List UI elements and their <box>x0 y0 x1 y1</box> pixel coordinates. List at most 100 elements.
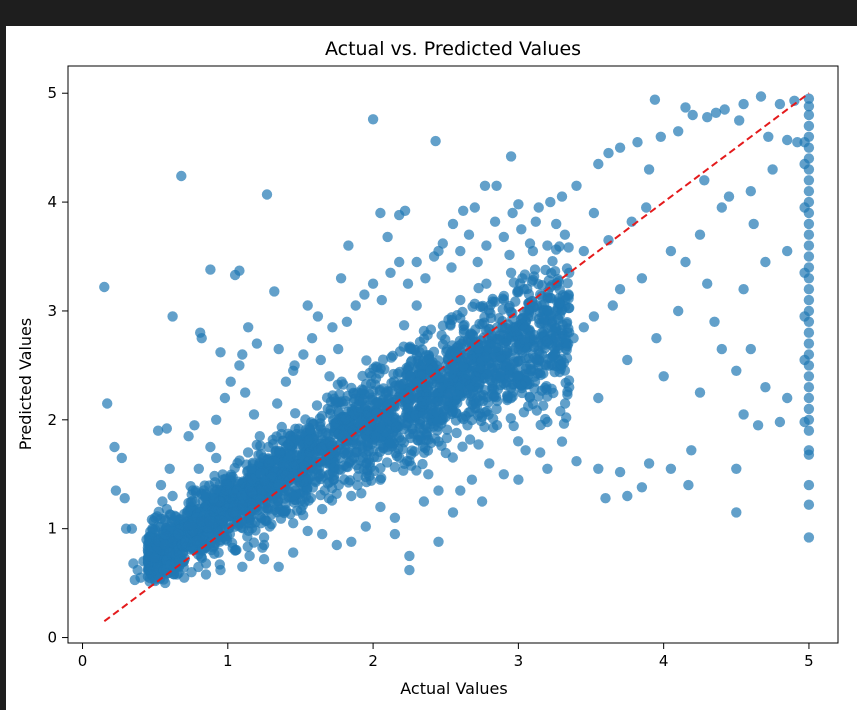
scatter-point <box>513 199 524 210</box>
scatter-point <box>315 354 326 366</box>
scatter-point <box>799 416 810 428</box>
scatter-point <box>428 251 440 262</box>
scatter-point <box>471 376 482 387</box>
scatter-point <box>447 507 459 518</box>
scatter-point <box>211 452 222 464</box>
scatter-point <box>473 410 484 421</box>
scatter-point <box>748 218 759 230</box>
scatter-point <box>236 516 247 527</box>
scatter-point <box>803 284 815 295</box>
scatter-point <box>665 245 677 257</box>
scatter-point <box>549 349 560 360</box>
scatter-point <box>242 541 253 552</box>
scatter-point <box>508 277 519 288</box>
scatter-point <box>132 564 143 576</box>
scatter-point <box>767 164 778 175</box>
scatter-point <box>731 507 742 518</box>
scatter-point <box>367 278 379 289</box>
scatter-point <box>381 457 393 468</box>
scatter-point <box>542 463 553 474</box>
scatter-point <box>215 564 226 576</box>
scatter-point <box>469 202 480 213</box>
scatter-point <box>563 302 574 314</box>
scatter-point <box>622 354 633 366</box>
x-tick-label: 1 <box>223 652 233 670</box>
scatter-point <box>752 420 764 431</box>
scatter-point <box>404 428 415 440</box>
scatter-point <box>505 151 517 162</box>
scatter-point <box>489 216 501 227</box>
scatter-point <box>738 98 749 110</box>
scatter-point <box>273 561 284 572</box>
scatter-point <box>745 186 756 197</box>
scatter-point <box>160 529 171 540</box>
scatter-point <box>196 516 207 527</box>
window-top-bar <box>0 0 857 26</box>
scatter-point <box>176 170 187 182</box>
scatter-point <box>181 507 193 518</box>
scatter-point <box>316 410 328 422</box>
scatter-point <box>803 218 815 230</box>
scatter-point <box>412 355 423 367</box>
scatter-point <box>626 216 637 227</box>
scatter-point <box>443 365 454 377</box>
scatter-point <box>483 397 494 408</box>
scatter-point <box>432 416 443 427</box>
scatter-point <box>799 267 810 278</box>
scatter-point <box>333 407 344 419</box>
scatter-point <box>803 392 815 404</box>
scatter-point <box>491 403 502 415</box>
y-tick-label: 3 <box>47 302 57 320</box>
scatter-point <box>280 470 291 481</box>
scatter-point <box>803 338 815 349</box>
scatter-point <box>389 461 400 473</box>
scatter-point <box>164 463 175 474</box>
scatter-point <box>614 466 626 478</box>
scatter-point <box>303 422 315 434</box>
scatter-point <box>709 316 720 327</box>
scatter-point <box>142 545 154 556</box>
scatter-point <box>710 107 722 119</box>
scatter-point <box>408 392 419 403</box>
scatter-point <box>699 175 710 186</box>
scatter-point <box>523 401 534 412</box>
scatter-point <box>335 273 347 284</box>
scatter-point <box>368 363 379 374</box>
scatter-point <box>433 485 444 496</box>
scatter-point <box>243 322 254 333</box>
scatter-point <box>694 387 706 398</box>
scatter-point <box>193 463 204 474</box>
scatter-point <box>417 408 429 419</box>
scatter-point <box>370 373 382 384</box>
scatter-point <box>244 550 255 562</box>
scatter-point <box>680 256 691 268</box>
scatter-point <box>382 231 393 243</box>
scatter-point <box>559 398 571 409</box>
scatter-point <box>542 416 553 428</box>
scatter-point <box>433 396 444 407</box>
scatter-point <box>263 457 275 468</box>
x-tick-label: 2 <box>368 652 378 670</box>
scatter-point <box>413 429 424 440</box>
scatter-point <box>333 343 344 355</box>
scatter-point <box>242 447 254 458</box>
scatter-point <box>437 238 448 249</box>
scatter-point <box>555 324 567 336</box>
scatter-point <box>513 474 524 485</box>
scatter-point <box>346 536 357 547</box>
scatter-point <box>431 406 442 418</box>
scatter-point <box>273 343 284 355</box>
scatter-point <box>554 241 565 252</box>
scatter-point <box>186 567 197 578</box>
scatter-point <box>734 115 745 126</box>
scatter-point <box>441 395 453 406</box>
scatter-point <box>738 409 749 420</box>
scatter-point <box>322 403 333 414</box>
scatter-point <box>479 385 491 396</box>
scatter-point <box>665 463 677 474</box>
scatter-point <box>481 240 492 251</box>
scatter-point <box>433 536 444 547</box>
scatter-point <box>562 278 573 289</box>
scatter-point <box>760 256 771 268</box>
scatter-point <box>538 400 549 411</box>
